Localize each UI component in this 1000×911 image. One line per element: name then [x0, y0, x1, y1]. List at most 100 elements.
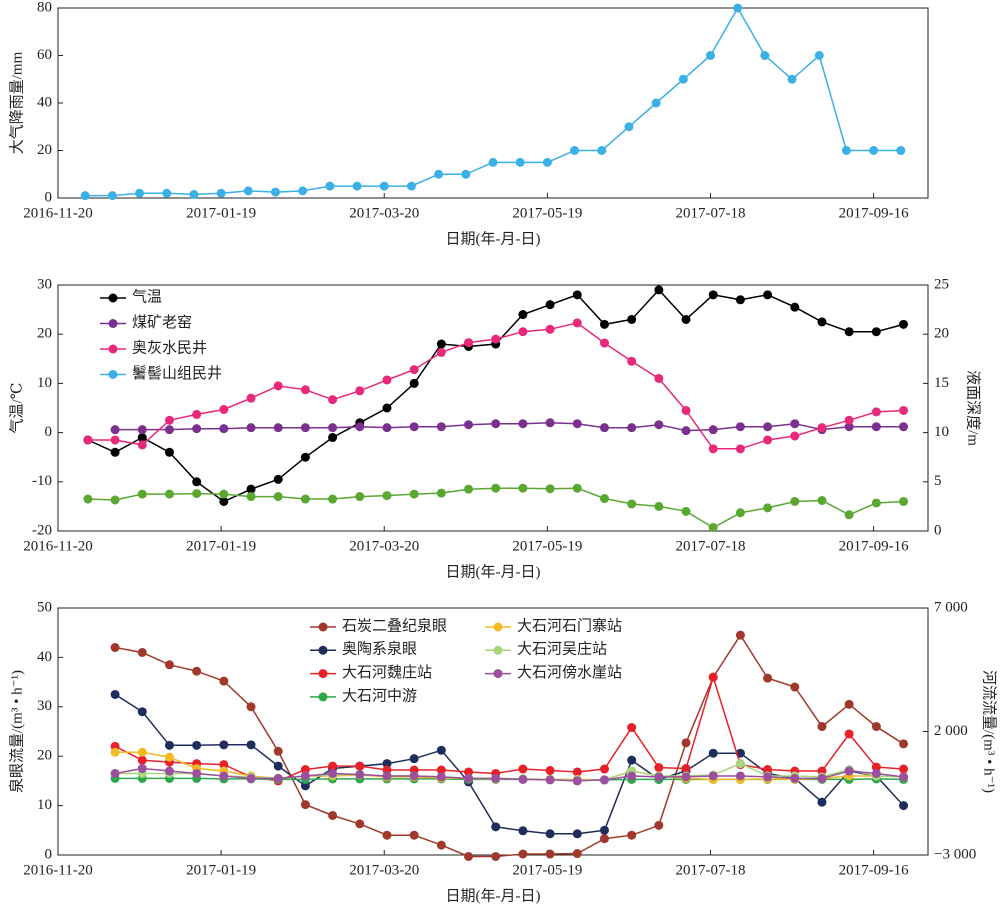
point	[572, 290, 582, 300]
point	[137, 489, 147, 499]
y-axis-label: 气温/℃	[8, 383, 25, 434]
point	[246, 484, 256, 494]
point	[627, 830, 637, 840]
point	[545, 300, 555, 310]
point	[219, 771, 229, 781]
x-tick-label: 2017-05-19	[512, 862, 582, 878]
x-tick-label: 2017-07-18	[676, 862, 746, 878]
point	[871, 327, 881, 337]
series-line	[114, 767, 904, 782]
point	[817, 423, 827, 433]
point	[599, 423, 609, 433]
point	[763, 435, 773, 445]
point	[899, 764, 909, 774]
legend-marker	[318, 669, 328, 679]
point	[706, 51, 715, 60]
plot-frame	[57, 284, 929, 532]
point	[137, 755, 147, 765]
y-tick-label: 0	[45, 846, 53, 862]
legend-label: 大石河吴庄站	[517, 640, 607, 658]
point	[246, 492, 256, 502]
point	[572, 767, 582, 777]
point	[545, 484, 555, 494]
point	[572, 829, 582, 839]
point	[189, 189, 199, 199]
point	[735, 630, 745, 640]
x-tick-label: 2017-01-19	[186, 205, 256, 221]
point	[654, 501, 664, 511]
legend-marker	[108, 293, 118, 303]
point	[491, 773, 501, 783]
point	[164, 766, 174, 776]
point	[871, 722, 881, 732]
y-tick-label: 0	[45, 189, 53, 205]
point	[273, 474, 283, 484]
point	[545, 766, 555, 776]
point	[681, 426, 691, 436]
point	[763, 503, 773, 513]
legend-marker	[318, 622, 328, 632]
y-tick-label: 20	[37, 748, 52, 764]
series-line	[87, 288, 904, 503]
point	[246, 393, 256, 403]
point	[491, 419, 501, 429]
point	[273, 423, 283, 433]
y-tick-label: -10	[32, 473, 52, 489]
point	[787, 74, 797, 84]
point	[599, 825, 609, 835]
x-tick-label: 2017-03-20	[349, 538, 419, 554]
point	[162, 188, 172, 198]
y-tick-label: 10	[37, 375, 52, 391]
point	[518, 310, 528, 320]
point	[273, 761, 283, 771]
point	[896, 146, 906, 155]
point	[464, 773, 474, 783]
point	[871, 762, 881, 772]
point	[271, 187, 280, 197]
legend-label: 石炭二叠纪泉眼	[342, 617, 447, 634]
point	[899, 739, 909, 749]
y-tick-label: 10	[37, 797, 52, 813]
point	[899, 405, 909, 415]
point	[434, 169, 444, 179]
point	[464, 420, 474, 430]
y2-tick-label: −3 000	[934, 846, 976, 862]
point	[817, 722, 827, 732]
point	[790, 496, 800, 506]
point	[518, 327, 528, 337]
point	[733, 3, 743, 13]
point	[817, 317, 827, 327]
point	[243, 186, 253, 196]
point	[817, 495, 827, 505]
point	[763, 765, 773, 775]
point	[763, 673, 773, 683]
point	[627, 356, 637, 366]
point	[735, 422, 745, 432]
point	[219, 496, 229, 506]
point	[899, 496, 909, 506]
point	[382, 375, 392, 385]
point	[219, 676, 229, 686]
point	[844, 729, 854, 739]
point	[436, 765, 446, 775]
y2-tick-label: 7 000	[934, 599, 968, 615]
point	[110, 689, 120, 699]
point	[735, 508, 745, 518]
point	[409, 830, 419, 840]
point	[491, 851, 501, 861]
point	[192, 409, 202, 419]
point	[760, 51, 770, 60]
point	[219, 760, 229, 770]
point	[464, 851, 474, 861]
legend-marker	[108, 319, 118, 328]
point	[382, 491, 392, 501]
point	[708, 444, 718, 454]
point	[355, 386, 365, 396]
legend-label: 大石河石门寨站	[517, 616, 622, 634]
point	[192, 489, 202, 499]
point	[436, 745, 446, 755]
y-tick-label: 30	[37, 276, 52, 292]
plot-frame	[57, 7, 929, 199]
x-tick-label: 2017-01-19	[186, 538, 256, 554]
point	[382, 759, 392, 769]
